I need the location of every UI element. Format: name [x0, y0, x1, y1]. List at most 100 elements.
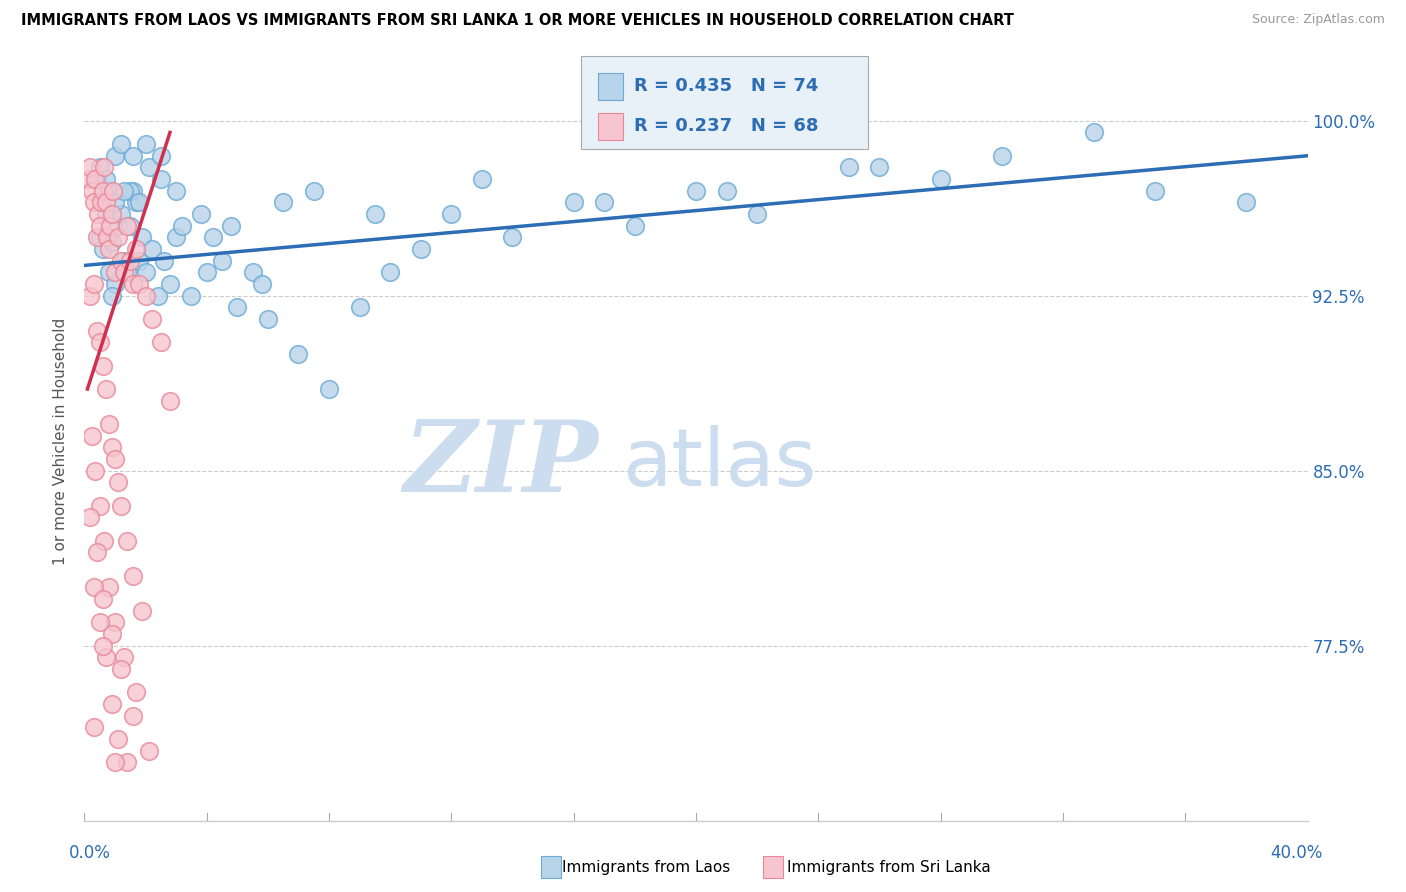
Point: [242, 265, 264, 279]
Point: [125, 685, 148, 699]
Point: [159, 277, 181, 291]
Point: [159, 393, 181, 408]
Point: [107, 219, 129, 233]
Point: [112, 253, 135, 268]
Point: [89, 219, 111, 233]
Point: [98, 219, 121, 233]
Point: [250, 277, 273, 291]
Point: [90, 195, 112, 210]
Y-axis label: 1 or more Vehicles in Household: 1 or more Vehicles in Household: [53, 318, 69, 566]
Point: [1143, 184, 1166, 198]
Point: [101, 441, 124, 455]
Point: [287, 347, 309, 361]
Point: [685, 184, 707, 198]
Point: [409, 242, 432, 256]
Point: [149, 149, 172, 163]
Point: [94, 207, 117, 221]
Point: [104, 277, 127, 291]
Point: [91, 195, 114, 210]
Point: [77, 172, 100, 186]
Point: [101, 627, 124, 641]
Point: [97, 265, 120, 279]
Point: [110, 662, 132, 676]
Point: [146, 289, 169, 303]
Point: [115, 533, 138, 548]
Point: [838, 161, 860, 175]
Point: [89, 499, 111, 513]
Point: [80, 184, 103, 198]
Point: [110, 137, 132, 152]
Point: [97, 580, 120, 594]
Point: [115, 219, 138, 233]
Point: [624, 219, 647, 233]
Point: [991, 149, 1014, 163]
Point: [141, 312, 163, 326]
Point: [110, 207, 132, 221]
Text: IMMIGRANTS FROM LAOS VS IMMIGRANTS FROM SRI LANKA 1 OR MORE VEHICLES IN HOUSEHOL: IMMIGRANTS FROM LAOS VS IMMIGRANTS FROM …: [21, 13, 1014, 29]
Point: [94, 195, 117, 210]
Point: [86, 324, 108, 338]
Text: ZIP: ZIP: [404, 416, 598, 513]
Point: [107, 731, 129, 746]
Point: [80, 428, 103, 442]
Point: [91, 242, 114, 256]
Point: [110, 499, 132, 513]
Text: 40.0%: 40.0%: [1271, 844, 1323, 862]
Point: [97, 242, 120, 256]
Point: [86, 545, 108, 559]
Point: [180, 289, 202, 303]
Point: [125, 242, 148, 256]
Point: [91, 592, 114, 607]
Point: [128, 253, 150, 268]
Point: [104, 149, 127, 163]
Text: 0.0%: 0.0%: [69, 844, 111, 862]
Point: [349, 301, 371, 315]
Point: [107, 475, 129, 490]
Point: [929, 172, 952, 186]
Point: [138, 161, 160, 175]
Point: [153, 253, 176, 268]
Point: [716, 184, 738, 198]
Point: [89, 161, 111, 175]
Point: [94, 382, 117, 396]
Point: [94, 650, 117, 665]
Point: [104, 195, 127, 210]
Point: [128, 277, 150, 291]
Point: [101, 207, 124, 221]
Point: [120, 253, 142, 268]
Point: [471, 172, 494, 186]
Point: [135, 265, 157, 279]
Point: [128, 195, 150, 210]
Point: [101, 697, 124, 711]
Point: [96, 230, 118, 244]
Point: [91, 639, 114, 653]
Text: R = 0.237   N = 68: R = 0.237 N = 68: [634, 117, 818, 135]
Point: [103, 184, 125, 198]
Point: [122, 184, 145, 198]
Point: [91, 184, 114, 198]
Point: [84, 464, 107, 478]
Point: [1236, 195, 1258, 210]
Point: [93, 161, 115, 175]
Point: [149, 335, 172, 350]
Point: [86, 172, 108, 186]
Point: [201, 230, 224, 244]
Point: [83, 580, 105, 594]
Point: [91, 359, 114, 373]
Point: [165, 230, 187, 244]
Point: [172, 219, 194, 233]
Point: [87, 207, 110, 221]
Point: [89, 230, 111, 244]
Point: [120, 184, 142, 198]
Point: [440, 207, 463, 221]
Point: [211, 253, 233, 268]
Point: [101, 289, 124, 303]
Point: [112, 265, 135, 279]
Text: Immigrants from Sri Lanka: Immigrants from Sri Lanka: [787, 860, 991, 874]
Text: Source: ZipAtlas.com: Source: ZipAtlas.com: [1251, 13, 1385, 27]
Point: [94, 172, 117, 186]
Point: [380, 265, 402, 279]
Point: [593, 195, 616, 210]
Point: [190, 207, 212, 221]
Point: [122, 708, 145, 723]
